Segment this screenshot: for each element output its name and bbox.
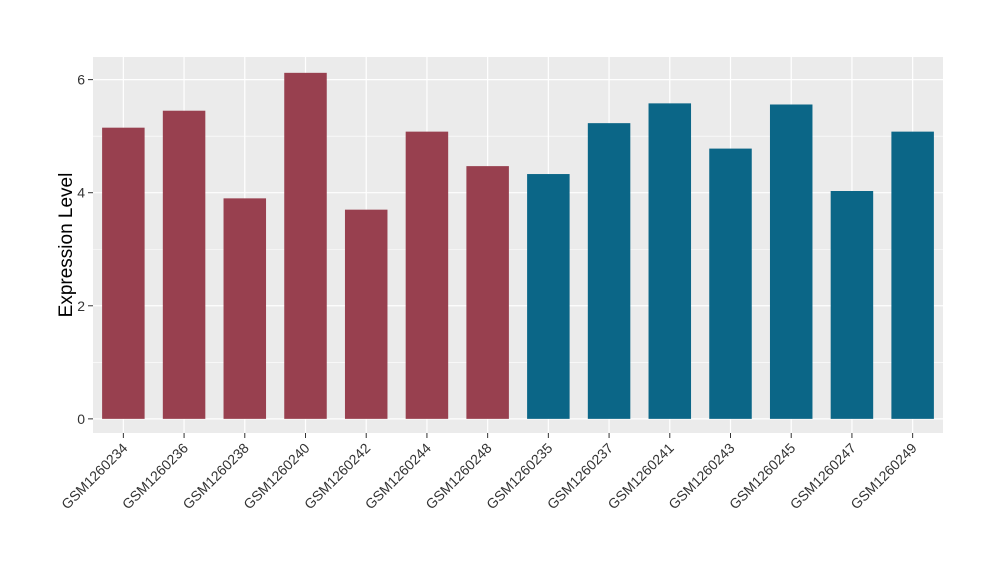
y-tick-label: 2	[77, 298, 85, 314]
bar-gsm1260248	[466, 166, 509, 419]
bar-gsm1260245	[769, 104, 813, 419]
bar-gsm1260235	[527, 174, 570, 419]
bar-gsm1260249	[891, 131, 934, 419]
y-tick-label: 0	[77, 411, 85, 427]
x-axis: GSM1260234GSM1260236GSM1260238GSM1260240…	[58, 433, 920, 512]
bar-gsm1260242	[344, 209, 388, 419]
bar-gsm1260240	[284, 72, 327, 419]
y-tick-label: 6	[77, 72, 85, 88]
y-axis: 0 2 4 6	[77, 72, 93, 427]
bar-gsm1260238	[223, 198, 267, 419]
bar-gsm1260236	[162, 110, 206, 419]
bar-gsm1260247	[830, 191, 874, 419]
bar-gsm1260234	[102, 127, 145, 419]
bar-gsm1260244	[405, 131, 449, 419]
bars	[102, 72, 934, 419]
bar-gsm1260243	[709, 148, 752, 419]
plot-panel	[93, 57, 943, 433]
bar-gsm1260237	[587, 123, 631, 419]
y-tick-label: 4	[77, 185, 85, 201]
bar-gsm1260241	[648, 103, 692, 419]
y-axis-title: Expression Level	[56, 173, 77, 318]
